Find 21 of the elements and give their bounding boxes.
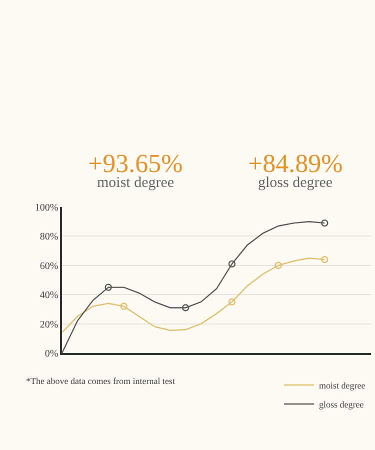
- point: [104, 284, 112, 291]
- text: *The above data comes from internal test: [26, 376, 176, 386]
- text: gloss degree: [258, 175, 333, 191]
- point: [321, 219, 328, 227]
- point: [182, 304, 190, 312]
- y-tick-label: 40%: [40, 290, 58, 302]
- point: [228, 260, 236, 268]
- point: [274, 262, 282, 269]
- y-tick-label: 60%: [40, 260, 58, 272]
- y-tick-label: 100%: [34, 202, 58, 214]
- text: moist degree: [97, 175, 174, 191]
- legend-label: moist degree: [319, 380, 366, 391]
- text: +84.89%: [248, 149, 343, 178]
- point: [321, 256, 328, 264]
- text: +93.65%: [88, 149, 183, 178]
- y-tick-label: 80%: [40, 232, 58, 243]
- legend-label: gloss degree: [319, 400, 364, 410]
- point: [228, 298, 236, 306]
- point: [120, 302, 128, 310]
- y-tick-label: 20%: [40, 319, 58, 330]
- y-tick-label: 0%: [44, 348, 58, 360]
